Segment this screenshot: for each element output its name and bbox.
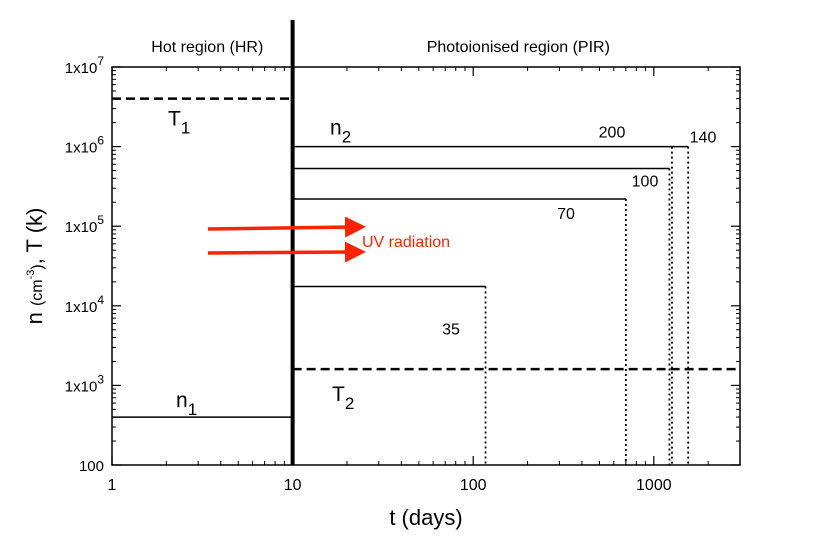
y-tick-label: 100 (79, 458, 104, 475)
axes (111, 66, 741, 466)
plot-frame (111, 66, 741, 466)
n2-series-label-200: 200 (599, 125, 626, 142)
y-tick-label: 1x106 (65, 134, 105, 157)
uv-radiation-label: UV radiation (362, 234, 450, 251)
n1-label: n1 (176, 389, 197, 419)
x-tick-label: 100 (460, 477, 487, 494)
x-tick-label: 10 (284, 477, 302, 494)
chart-marks (112, 20, 740, 465)
x-tick-label: 1 (108, 477, 117, 494)
y-tick-label: 1x104 (65, 293, 105, 316)
temperature-label-1: T1 (168, 108, 190, 138)
y-axis-label: n (cm-3), T (k) (22, 208, 47, 325)
region-label-photoionised: Photoionised region (PIR) (427, 39, 610, 56)
x-axis-label: t (days) (389, 505, 462, 530)
n2-series-label-140: 140 (690, 130, 717, 147)
region-label-hot: Hot region (HR) (151, 39, 263, 56)
chart-labels: 1 10 100 1000 100 1x103 1x104 1x105 1x106 1x107 t … (22, 39, 716, 530)
n2-series-label-100: 100 (632, 174, 659, 191)
y-tick-label: 1x107 (65, 54, 105, 77)
temperature-label-2: T2 (332, 383, 354, 413)
x-tick-label: 1000 (636, 477, 672, 494)
n2-series-label-35: 35 (442, 321, 460, 338)
uv-arrow-upper (207, 216, 366, 238)
n2-series-label-70: 70 (557, 206, 575, 223)
y-tick-label: 1x105 (65, 213, 105, 236)
y-tick-label: 1x103 (65, 372, 105, 395)
uv-arrow-lower (207, 241, 366, 263)
n2-label: n2 (330, 117, 351, 147)
